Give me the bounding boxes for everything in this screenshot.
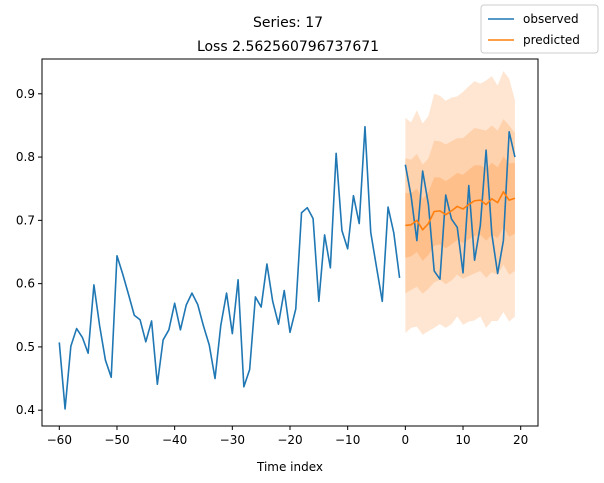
x-tick-label: −50 — [104, 433, 129, 447]
x-tick-label: −20 — [277, 433, 302, 447]
x-axis-label: Time index — [256, 460, 323, 474]
legend: observed predicted — [480, 4, 599, 54]
y-tick-label: 0.6 — [16, 277, 35, 291]
y-tick-label: 0.7 — [16, 213, 35, 227]
series-line-predicted — [405, 191, 516, 231]
legend-box — [480, 4, 599, 54]
x-tick-label: −40 — [162, 433, 187, 447]
y-tick-label: 0.4 — [16, 403, 35, 417]
x-tick-label: 10 — [455, 433, 470, 447]
series-line-observed — [58, 125, 401, 410]
x-tick-label: −60 — [47, 433, 72, 447]
legend-label-predicted: predicted — [523, 33, 580, 47]
x-axis: −60 −50 −40 −30 −20 −10 0 10 20 — [47, 426, 528, 447]
y-tick-label: 0.9 — [16, 87, 35, 101]
series-lines — [58, 125, 516, 410]
x-tick-label: 0 — [402, 433, 410, 447]
series-line-observed-future — [404, 130, 516, 281]
chart-subtitle: Loss 2.562560796737671 — [197, 39, 379, 55]
prediction-interval-bands — [405, 71, 515, 335]
x-tick-label: −30 — [220, 433, 245, 447]
x-tick-label: −10 — [335, 433, 360, 447]
x-tick-label: 20 — [513, 433, 528, 447]
y-tick-label: 0.8 — [16, 150, 35, 164]
y-tick-label: 0.5 — [16, 340, 35, 354]
y-axis: 0.4 0.5 0.6 0.7 0.8 0.9 — [16, 87, 42, 417]
chart-title: Series: 17 — [253, 15, 323, 31]
legend-label-observed: observed — [523, 12, 579, 26]
